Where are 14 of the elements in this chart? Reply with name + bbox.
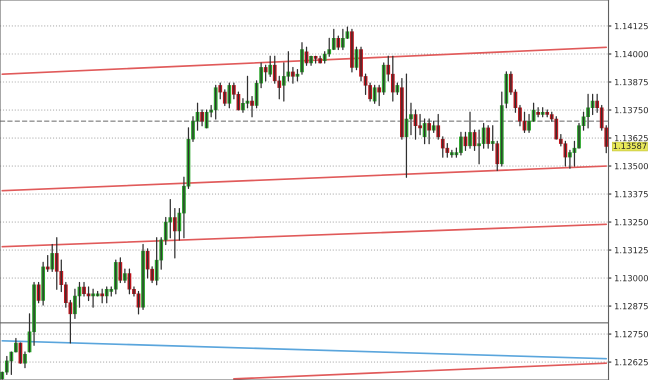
text: 1.13587 [614, 142, 646, 149]
y-tick-label: 1.13750 [614, 106, 648, 114]
y-tick-label: 1.13250 [614, 219, 648, 226]
y-tick-label: 1.13375 [614, 191, 648, 198]
y-tick-label: 1.13625 [614, 135, 648, 142]
y-tick-label: 1.14000 [614, 50, 648, 58]
y-tick-label: 1.13500 [614, 163, 648, 170]
y-tick-label: 1.12750 [614, 331, 648, 338]
y-tick-label: 1.12875 [614, 303, 648, 310]
y-tick-label: 1.14125 [614, 22, 648, 30]
y-tick-label: 1.13000 [614, 275, 648, 282]
y-tick-label: 1.13125 [614, 247, 648, 254]
y-tick-label: 1.12625 [614, 359, 648, 366]
y-tick-label: 1.13875 [614, 78, 648, 86]
